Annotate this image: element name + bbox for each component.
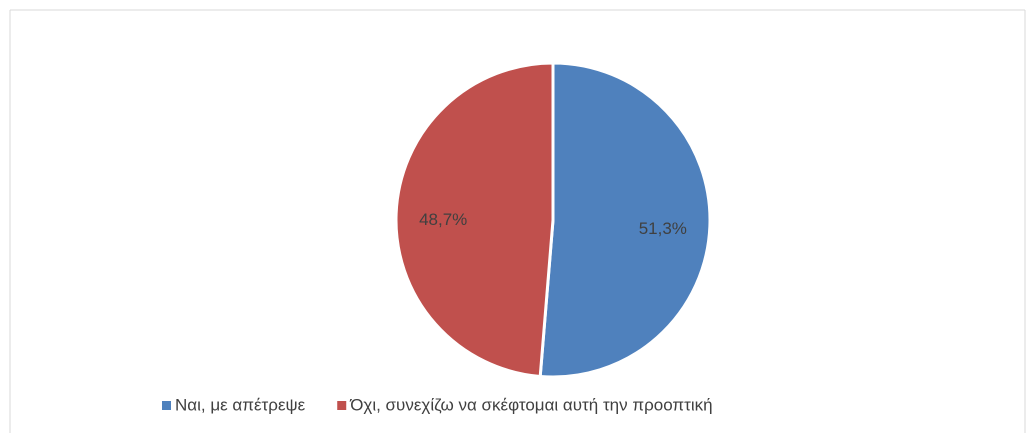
legend-swatch [337, 401, 347, 410]
legend-label: Όχι, συνεχίζω να σκέφτομαι αυτή την προο… [349, 395, 712, 414]
pie-slice [394, 61, 555, 379]
legend-label: Ναι, με απέτρεψε [175, 395, 306, 414]
data-label: 48,7% [419, 210, 467, 229]
pie-slice [538, 61, 712, 379]
legend-swatch [162, 401, 171, 410]
data-label: 51,3% [639, 219, 687, 238]
